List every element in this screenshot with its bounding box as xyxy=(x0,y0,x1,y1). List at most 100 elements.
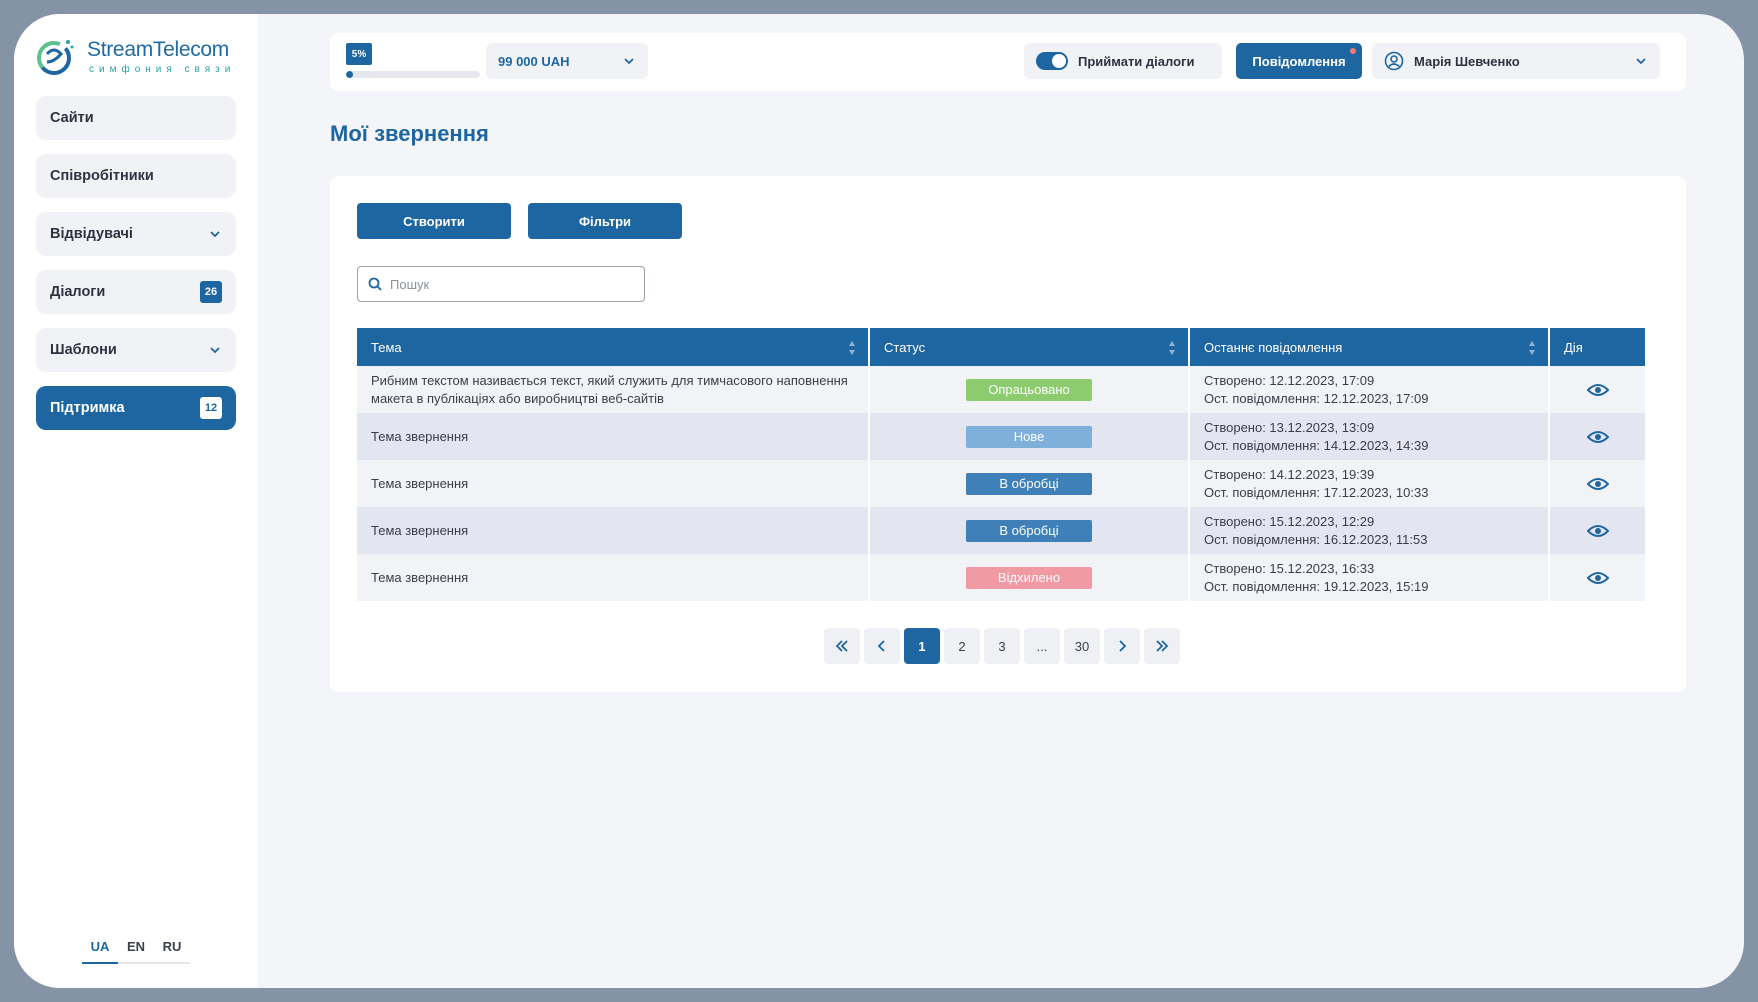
page-button[interactable]: 30 xyxy=(1064,628,1100,664)
column-header-topic[interactable]: Тема xyxy=(357,328,870,366)
column-header-label: Дія xyxy=(1564,339,1583,355)
sidebar-item-label: Підтримка xyxy=(50,400,125,416)
sort-icon[interactable] xyxy=(1528,340,1536,356)
page-button[interactable]: 1 xyxy=(904,628,940,664)
sidebar-item-dialogs[interactable]: Діалоги 26 xyxy=(36,270,236,314)
first-page-button[interactable] xyxy=(824,628,860,664)
table-row[interactable]: Тема звернення Відхилено Створено: 15.12… xyxy=(357,554,1645,601)
eye-icon[interactable] xyxy=(1586,430,1609,444)
lang-ru[interactable]: RU xyxy=(162,938,182,954)
balance-dropdown[interactable]: 99 000 UAH xyxy=(486,43,648,79)
brand-logo[interactable]: StreamTelecom симфония связи xyxy=(36,34,246,80)
page-button[interactable]: 3 xyxy=(984,628,1020,664)
last-message-date: Ост. повідомлення: 14.12.2023, 14:39 xyxy=(1204,437,1429,453)
ticket-topic: Тема звернення xyxy=(357,507,870,554)
status-cell: В обробці xyxy=(869,507,1190,554)
sidebar-item-support[interactable]: Підтримка 12 xyxy=(36,386,236,430)
sidebar-item-sites[interactable]: Сайти xyxy=(36,96,236,140)
brand-tagline: симфония связи xyxy=(89,64,236,75)
filters-button[interactable]: Фільтри xyxy=(528,203,682,239)
eye-icon[interactable] xyxy=(1586,524,1609,538)
sidebar-item-employees[interactable]: Співробітники xyxy=(36,154,236,198)
column-header-label: Статус xyxy=(884,339,926,355)
created-date: Створено: 15.12.2023, 16:33 xyxy=(1204,560,1375,576)
status-badge: В обробці xyxy=(966,472,1092,495)
double-chevron-right-icon xyxy=(1156,640,1169,652)
chevron-down-icon xyxy=(210,231,220,238)
table-row[interactable]: Рибним текстом називається текст, який с… xyxy=(357,366,1645,413)
sort-icon[interactable] xyxy=(848,340,856,356)
eye-icon[interactable] xyxy=(1586,571,1609,585)
user-name: Марія Шевченко xyxy=(1414,53,1520,69)
brand-name: StreamTelecom xyxy=(87,38,229,61)
action-cell xyxy=(1549,366,1645,413)
sidebar-nav: Сайти Співробітники Відвідувачі Діалоги … xyxy=(36,96,236,444)
ticket-topic: Рибним текстом називається текст, який с… xyxy=(357,366,870,413)
tickets-table: Тема Статус Останнє повідомлення Дія Риб… xyxy=(357,328,1645,601)
progress-label: 5% xyxy=(346,43,372,65)
action-cell xyxy=(1549,554,1645,601)
eye-icon[interactable] xyxy=(1586,383,1609,397)
status-badge: Опрацьовано xyxy=(966,378,1092,401)
user-menu[interactable]: Марія Шевченко xyxy=(1372,43,1660,79)
count-badge: 26 xyxy=(200,281,222,303)
action-cell xyxy=(1549,413,1645,460)
double-chevron-left-icon xyxy=(835,640,848,652)
ticket-topic: Тема звернення xyxy=(357,460,870,507)
app-frame: StreamTelecom симфония связи Сайти Співр… xyxy=(14,14,1744,988)
status-cell: Опрацьовано xyxy=(869,366,1190,413)
last-message-date: Ост. повідомлення: 16.12.2023, 11:53 xyxy=(1204,531,1428,547)
table-row[interactable]: Тема звернення В обробці Створено: 14.12… xyxy=(357,460,1645,507)
notifications-button[interactable]: Повідомлення xyxy=(1236,43,1362,79)
page-button[interactable]: 2 xyxy=(944,628,980,664)
last-message-cell: Створено: 15.12.2023, 12:29 Ост. повідом… xyxy=(1189,507,1550,554)
last-page-button[interactable] xyxy=(1144,628,1180,664)
accept-dialogs-control: Приймати діалоги xyxy=(1024,43,1222,79)
created-date: Створено: 15.12.2023, 12:29 xyxy=(1204,513,1375,529)
eye-icon[interactable] xyxy=(1586,477,1609,491)
notification-dot xyxy=(1350,48,1356,54)
status-badge: Відхилено xyxy=(966,566,1092,589)
column-header-last-message[interactable]: Останнє повідомлення xyxy=(1189,328,1550,366)
create-button[interactable]: Створити xyxy=(357,203,511,239)
page-ellipsis: ... xyxy=(1024,628,1060,664)
status-cell: В обробці xyxy=(869,460,1190,507)
prev-page-button[interactable] xyxy=(864,628,900,664)
table-header-row: Тема Статус Останнє повідомлення Дія xyxy=(357,328,1645,366)
last-message-date: Ост. повідомлення: 19.12.2023, 15:19 xyxy=(1204,578,1429,594)
search-icon xyxy=(368,277,382,291)
status-cell: Нове xyxy=(869,413,1190,460)
created-date: Створено: 12.12.2023, 17:09 xyxy=(1204,372,1375,388)
balance-value: 99 000 UAH xyxy=(498,53,570,69)
table-row[interactable]: Тема звернення Нове Створено: 13.12.2023… xyxy=(357,413,1645,460)
lang-en[interactable]: EN xyxy=(126,938,146,954)
sidebar-item-visitors[interactable]: Відвідувачі xyxy=(36,212,236,256)
accept-dialogs-toggle[interactable] xyxy=(1036,52,1068,70)
sidebar-item-templates[interactable]: Шаблони xyxy=(36,328,236,372)
tickets-card: Створити Фільтри Тема Статус Останнє пов… xyxy=(330,176,1686,692)
table-row[interactable]: Тема звернення В обробці Створено: 15.12… xyxy=(357,507,1645,554)
lang-ua[interactable]: UA xyxy=(82,939,118,964)
sidebar-item-label: Відвідувачі xyxy=(50,226,133,242)
chevron-down-icon xyxy=(1636,58,1646,65)
page-title: Мої звернення xyxy=(330,121,489,146)
sort-icon[interactable] xyxy=(1168,340,1176,356)
count-badge: 12 xyxy=(200,397,222,419)
status-badge: В обробці xyxy=(966,519,1092,542)
search-input[interactable] xyxy=(390,276,630,292)
usage-progress: 5% xyxy=(346,43,480,83)
toggle-knob xyxy=(1052,54,1066,68)
pagination: 1 2 3 ... 30 xyxy=(824,628,1180,664)
column-header-status[interactable]: Статус xyxy=(869,328,1190,366)
ticket-topic: Тема звернення xyxy=(357,554,870,601)
last-message-cell: Створено: 13.12.2023, 13:09 Ост. повідом… xyxy=(1189,413,1550,460)
user-icon xyxy=(1384,51,1404,71)
next-page-button[interactable] xyxy=(1104,628,1140,664)
notifications-label: Повідомлення xyxy=(1252,53,1346,69)
sidebar-item-label: Шаблони xyxy=(50,342,117,358)
last-message-cell: Створено: 15.12.2023, 16:33 Ост. повідом… xyxy=(1189,554,1550,601)
chevron-right-icon xyxy=(1119,640,1127,652)
last-message-cell: Створено: 14.12.2023, 19:39 Ост. повідом… xyxy=(1189,460,1550,507)
progress-track xyxy=(346,71,480,78)
last-message-date: Ост. повідомлення: 12.12.2023, 17:09 xyxy=(1204,390,1429,406)
